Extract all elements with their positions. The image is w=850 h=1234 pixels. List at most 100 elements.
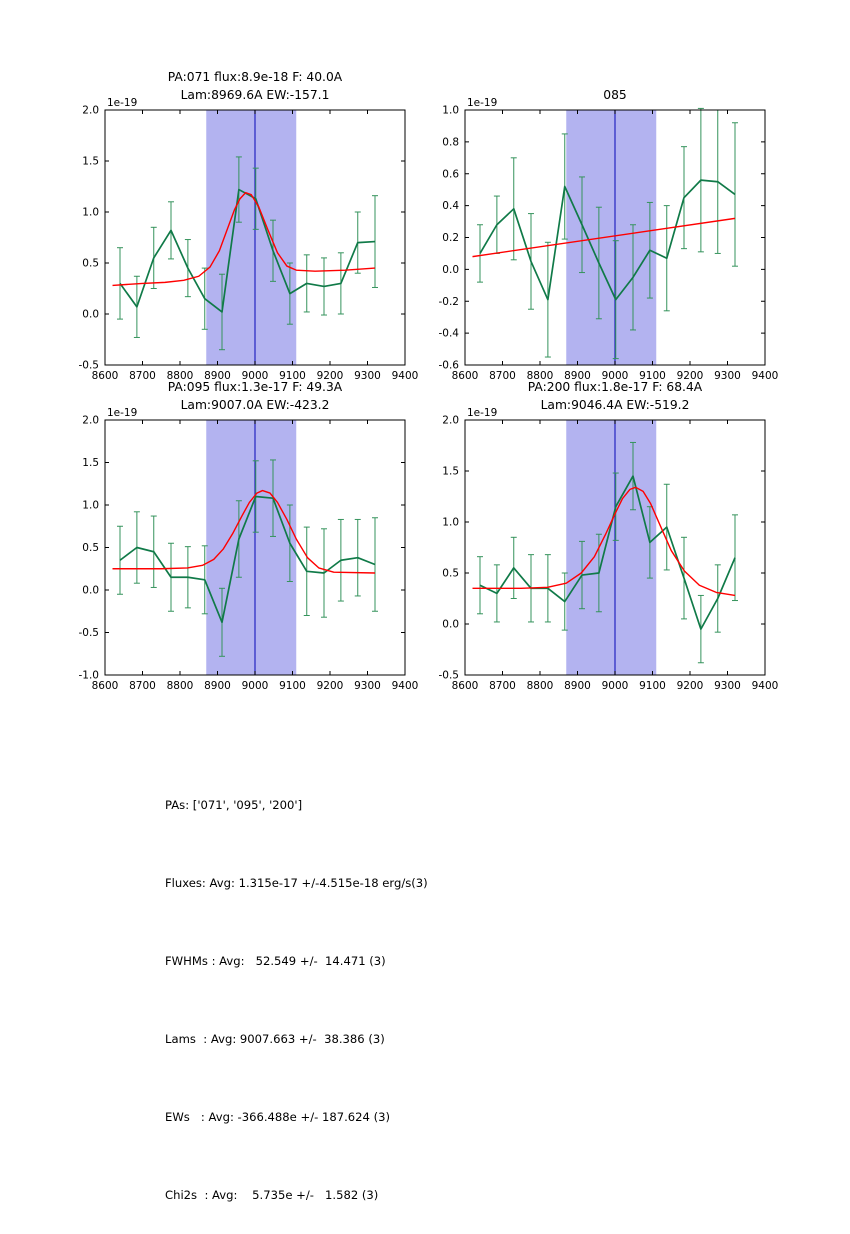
x-tick-label: 9200 (317, 680, 344, 692)
chart-canvas-pa071: 8600 8700 8800 8900 9000 9100 9200 9300 9400 -0.5… (79, 97, 419, 382)
summary-line-fwhms: FWHMs : Avg: 52.549 +/- 14.471 (3) (165, 954, 386, 968)
chart-canvas-pa200: 8600 8700 8800 8900 9000 9100 9200 9300 9400 -0.5… (439, 407, 779, 692)
summary-line-pas: PAs: ['071', '095', '200'] (165, 798, 303, 812)
summary-text: PAs: ['071', '095', '200'] Fluxes: Avg: … (165, 740, 428, 1234)
x-tick-label: 9000 (602, 370, 629, 382)
y-tick-label: 2.0 (442, 415, 459, 427)
x-tick-label: 8800 (167, 680, 194, 692)
subplot-pa095: PA:095 flux:1.3e-17 F: 49.3A Lam:9007.0A… (60, 372, 420, 717)
chart-title-line2: Lam:9007.0A EW:-423.2 (180, 398, 330, 412)
x-tick-label: 9300 (354, 680, 381, 692)
x-tick-label: 8900 (204, 680, 231, 692)
axis-offset-label: 1e-19 (107, 97, 137, 109)
y-tick-label: 0.5 (442, 568, 459, 580)
chart-title: PA:071 flux:8.9e-18 F: 40.0A Lam:8969.6A… (105, 68, 405, 104)
selection-band (566, 420, 657, 675)
spectrum-line (119, 188, 376, 313)
y-tick-label: 1.0 (442, 105, 459, 117)
x-tick-label: 9000 (242, 680, 269, 692)
x-tick-label: 9200 (677, 680, 704, 692)
subplot-085: 085 8600 8700 8800 8900 9000 9100 9200 9300 9400… (420, 62, 780, 407)
chart-title-line1 (465, 68, 765, 86)
y-tick-label: 0.0 (82, 309, 99, 321)
y-tick-label: -0.5 (439, 670, 460, 682)
y-tick-label: 0.0 (442, 619, 459, 631)
chart-title: 085 (465, 68, 765, 104)
fit-line (112, 191, 376, 287)
x-tick-label: 8800 (167, 370, 194, 382)
y-tick-label: 1.0 (82, 207, 99, 219)
y-tick-label: 0.5 (82, 258, 99, 270)
y-tick-label: 1.5 (82, 156, 99, 168)
y-tick-label: 1.5 (442, 466, 459, 478)
chart-title: PA:095 flux:1.3e-17 F: 49.3A Lam:9007.0A… (105, 378, 405, 414)
spectrum-line (479, 179, 736, 301)
y-tick-label: 0.8 (442, 136, 459, 148)
y-tick-label: 0.0 (442, 264, 459, 276)
y-tick-label: -0.2 (439, 296, 460, 308)
selection-band (566, 110, 657, 365)
chart-canvas-085: 8600 8700 8800 8900 9000 9100 9200 9300 9400 -0.6… (439, 97, 779, 382)
y-tick-label: -0.6 (439, 360, 460, 372)
subplot-pa200: PA:200 flux:1.8e-17 F: 68.4A Lam:9046.4A… (420, 372, 780, 717)
x-tick-label: 8900 (204, 370, 231, 382)
chart-title: PA:200 flux:1.8e-17 F: 68.4A Lam:9046.4A… (465, 378, 765, 414)
chart-title-line1: PA:095 flux:1.3e-17 F: 49.3A (167, 380, 343, 394)
x-tick-label: 8700 (489, 370, 516, 382)
selection-band (206, 420, 297, 675)
selection-band (206, 110, 297, 365)
y-tick-label: 2.0 (82, 415, 99, 427)
x-tick-label: 9300 (714, 680, 741, 692)
spectrum-line (479, 475, 736, 630)
fit-line (472, 486, 736, 597)
y-tick-label: -0.4 (439, 328, 460, 340)
x-tick-label: 8800 (527, 370, 554, 382)
y-tick-label: -0.5 (79, 627, 100, 639)
x-tick-label: 8600 (92, 370, 119, 382)
axis-offset-label: 1e-19 (467, 407, 497, 419)
x-tick-label: 8600 (452, 680, 479, 692)
y-tick-label: 0.5 (82, 542, 99, 554)
x-tick-label: 9200 (317, 370, 344, 382)
x-tick-label: 9400 (752, 680, 779, 692)
y-tick-label: 0.4 (442, 200, 459, 212)
x-tick-label: 9100 (639, 680, 666, 692)
x-tick-label: 8900 (564, 680, 591, 692)
y-tick-label: 0.2 (442, 232, 459, 244)
y-tick-label: 1.5 (82, 457, 99, 469)
y-tick-label: -0.5 (79, 360, 100, 372)
x-tick-label: 9200 (677, 370, 704, 382)
chart-title-line2: Lam:9046.4A EW:-519.2 (540, 398, 690, 412)
chart-title-line1: PA:200 flux:1.8e-17 F: 68.4A (527, 380, 703, 394)
x-tick-label: 8800 (527, 680, 554, 692)
subplot-pa071: PA:071 flux:8.9e-18 F: 40.0A Lam:8969.6A… (60, 62, 420, 407)
x-tick-label: 9000 (242, 370, 269, 382)
y-tick-label: 0.0 (82, 585, 99, 597)
fit-line (472, 217, 736, 258)
x-tick-label: 9300 (714, 370, 741, 382)
axis-offset-label: 1e-19 (467, 97, 497, 109)
chart-canvas-pa095: 8600 8700 8800 8900 9000 9100 9200 9300 9400 -1.0… (79, 407, 419, 692)
spectrum-line (119, 495, 376, 624)
summary-line-fluxes: Fluxes: Avg: 1.315e-17 +/-4.515e-18 erg/… (165, 876, 428, 890)
x-tick-label: 8700 (489, 680, 516, 692)
y-tick-label: 0.6 (442, 168, 459, 180)
x-tick-label: 8700 (129, 370, 156, 382)
x-tick-label: 8600 (452, 370, 479, 382)
x-tick-label: 9000 (602, 680, 629, 692)
y-tick-label: 2.0 (82, 105, 99, 117)
x-tick-label: 9400 (752, 370, 779, 382)
x-tick-label: 9300 (354, 370, 381, 382)
x-tick-label: 9100 (279, 370, 306, 382)
chart-title-line2: 085 (603, 88, 627, 102)
y-tick-label: -1.0 (79, 670, 100, 682)
summary-line-ews: EWs : Avg: -366.488e +/- 187.624 (3) (165, 1110, 391, 1124)
axis-offset-label: 1e-19 (107, 407, 137, 419)
x-tick-label: 9400 (392, 370, 419, 382)
chart-title-line2: Lam:8969.6A EW:-157.1 (180, 88, 330, 102)
x-tick-label: 9400 (392, 680, 419, 692)
x-tick-label: 9100 (279, 680, 306, 692)
fit-line (112, 489, 376, 574)
summary-line-lams: Lams : Avg: 9007.663 +/- 38.386 (3) (165, 1032, 385, 1046)
x-tick-label: 8900 (564, 370, 591, 382)
